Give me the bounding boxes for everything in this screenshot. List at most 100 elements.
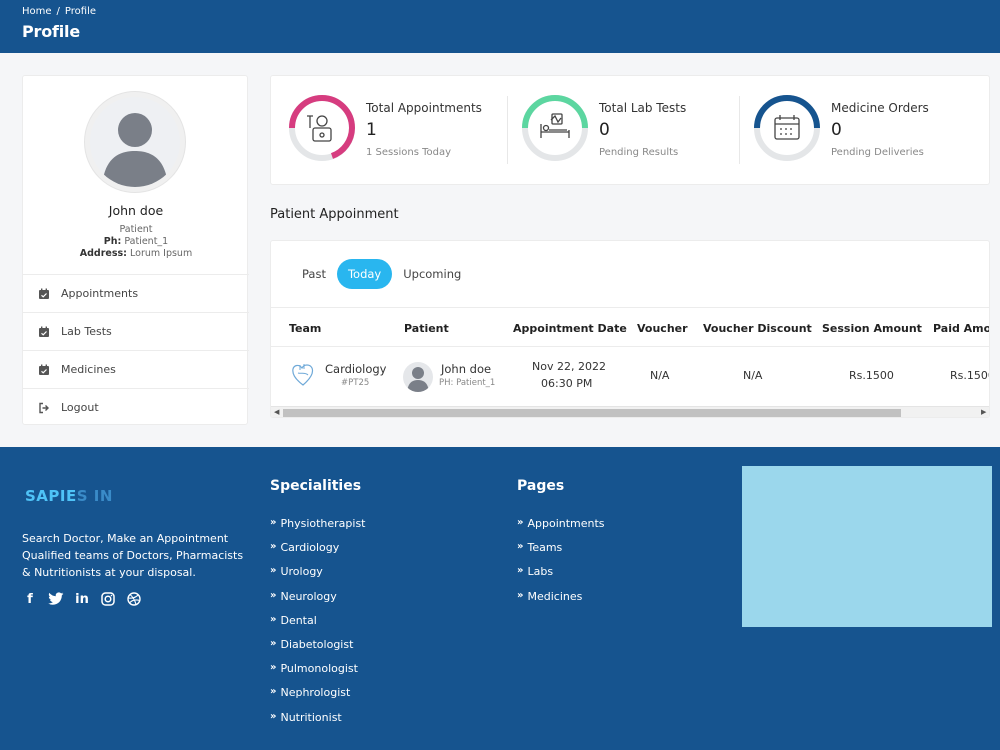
speciality-link[interactable]: » Nutritionist bbox=[270, 710, 342, 724]
double-chevron-icon: » bbox=[270, 589, 277, 601]
double-chevron-icon: » bbox=[517, 541, 524, 553]
page-link[interactable]: » Appointments bbox=[517, 517, 605, 530]
breadcrumb: Home / Profile bbox=[22, 6, 96, 17]
patient-phone: PH: Patient_1 bbox=[439, 378, 496, 388]
calendar-check-icon bbox=[39, 326, 49, 337]
appointments-card: Past Today Upcoming Team Patient Appoint… bbox=[270, 240, 990, 418]
double-chevron-icon: » bbox=[517, 565, 524, 577]
scroll-right-icon[interactable]: ▶ bbox=[981, 408, 987, 416]
scroll-left-icon[interactable]: ◀ bbox=[274, 408, 280, 416]
stat-sub: 1 Sessions Today bbox=[366, 147, 452, 158]
logo-text: SAPIE bbox=[25, 487, 77, 505]
patient-avatar bbox=[403, 362, 433, 392]
tab-today[interactable]: Today bbox=[336, 259, 393, 289]
social-links: f in bbox=[22, 592, 142, 608]
menu-label: Lab Tests bbox=[61, 325, 112, 338]
team-code: #PT25 bbox=[341, 378, 370, 388]
profile-role: Patient bbox=[119, 224, 153, 235]
scroll-thumb[interactable] bbox=[283, 409, 901, 417]
column-header[interactable]: Session Amount bbox=[822, 322, 922, 335]
page-link[interactable]: » Teams bbox=[517, 541, 563, 555]
table-row[interactable]: Cardiology #PT25 John doe PH: Patient_1 … bbox=[271, 347, 989, 407]
hospital-bed-icon bbox=[540, 113, 570, 138]
footer-tagline: Search Doctor, Make an Appointment Quali… bbox=[22, 532, 244, 579]
voucher: N/A bbox=[650, 369, 670, 382]
calendar-icon bbox=[774, 115, 800, 140]
speciality-link[interactable]: » Diabetologist bbox=[270, 637, 354, 651]
stat-value: 1 bbox=[366, 120, 377, 140]
breadcrumb-home[interactable]: Home bbox=[22, 6, 52, 17]
menu-item-logout[interactable]: Logout bbox=[23, 388, 249, 426]
linkedin-icon[interactable]: in bbox=[75, 592, 89, 607]
pages-list: » Appointments » Teams » Labs » Medicines bbox=[517, 517, 605, 614]
profile-card: John doe Patient Ph: Patient_1 Address: … bbox=[22, 75, 249, 426]
stat-sub: Pending Results bbox=[599, 147, 679, 158]
appointment-time: 06:30 PM bbox=[541, 377, 593, 390]
menu-item-medicines[interactable]: Medicines bbox=[23, 350, 249, 388]
stat-value: 0 bbox=[831, 120, 842, 140]
divider bbox=[739, 96, 740, 164]
speciality-link[interactable]: » Neurology bbox=[270, 589, 337, 603]
double-chevron-icon: » bbox=[270, 637, 277, 649]
column-header[interactable]: Paid Amou bbox=[933, 322, 989, 335]
tab-upcoming[interactable]: Upcoming bbox=[403, 267, 462, 281]
stat-value: 0 bbox=[599, 120, 610, 140]
specialities-title: Specialities bbox=[270, 478, 362, 494]
stat-label: Total Appointments bbox=[366, 101, 482, 115]
double-chevron-icon: » bbox=[270, 517, 277, 528]
page-title: Profile bbox=[22, 22, 80, 41]
logo[interactable]: SAPIES IN bbox=[25, 487, 113, 505]
double-chevron-icon: » bbox=[270, 565, 277, 577]
heart-anatomy-icon bbox=[292, 364, 314, 386]
map-embed[interactable] bbox=[742, 466, 992, 627]
column-header[interactable]: Team bbox=[289, 322, 322, 335]
patient-name: John doe bbox=[441, 362, 492, 376]
table-header: Team Patient Appointment Date Voucher Vo… bbox=[271, 307, 989, 347]
speciality-link[interactable]: » Dental bbox=[270, 613, 317, 627]
calendar-check-icon bbox=[39, 364, 49, 375]
address-label: Address: bbox=[79, 248, 127, 259]
page-link[interactable]: » Labs bbox=[517, 565, 554, 579]
instagram-icon[interactable] bbox=[100, 592, 116, 608]
tab-past[interactable]: Past bbox=[302, 267, 326, 281]
voucher-discount: N/A bbox=[743, 369, 763, 382]
stats-card: Total Appointments 1 1 Sessions Today To… bbox=[270, 75, 990, 185]
speciality-link[interactable]: » Physiotherapist bbox=[270, 517, 366, 530]
column-header[interactable]: Voucher bbox=[637, 322, 688, 335]
facebook-icon[interactable]: f bbox=[27, 592, 33, 607]
speciality-link[interactable]: » Pulmonologist bbox=[270, 662, 358, 676]
menu-item-lab-tests[interactable]: Lab Tests bbox=[23, 312, 249, 350]
paid-amount: Rs.1500 bbox=[950, 369, 989, 382]
divider bbox=[507, 96, 508, 164]
speciality-link[interactable]: » Cardiology bbox=[270, 541, 340, 555]
profile-phone: Ph: Patient_1 bbox=[23, 236, 249, 247]
profile-menu: Appointments Lab Tests Medicines Logout bbox=[23, 274, 249, 426]
appointment-date: Nov 22, 2022 bbox=[532, 360, 606, 373]
progress-ring bbox=[522, 95, 588, 161]
profile-name: John doe bbox=[108, 203, 164, 218]
progress-ring bbox=[754, 95, 820, 161]
speciality-link[interactable]: » Urology bbox=[270, 565, 323, 579]
pages-title: Pages bbox=[517, 478, 565, 494]
speciality-link[interactable]: » Nephrologist bbox=[270, 686, 351, 700]
column-header[interactable]: Voucher Discount bbox=[703, 322, 812, 335]
dribbble-icon[interactable] bbox=[126, 592, 142, 608]
session-amount: Rs.1500 bbox=[849, 369, 894, 382]
page-link[interactable]: » Medicines bbox=[517, 589, 583, 603]
double-chevron-icon: » bbox=[270, 662, 277, 674]
avatar bbox=[85, 92, 185, 192]
section-title: Patient Appoinment bbox=[270, 207, 399, 222]
horizontal-scrollbar[interactable]: ◀ ▶ bbox=[271, 406, 989, 417]
double-chevron-icon: » bbox=[270, 541, 277, 553]
double-chevron-icon: » bbox=[517, 517, 524, 528]
column-header[interactable]: Appointment Date bbox=[513, 322, 627, 335]
double-chevron-icon: » bbox=[270, 710, 277, 722]
double-chevron-icon: » bbox=[270, 686, 277, 698]
column-header[interactable]: Patient bbox=[404, 322, 449, 335]
twitter-icon[interactable] bbox=[48, 592, 64, 608]
phone-label: Ph: bbox=[103, 236, 122, 247]
breadcrumb-separator: / bbox=[56, 6, 60, 17]
stat-label: Total Lab Tests bbox=[599, 101, 687, 115]
appointment-tabs: Past Today Upcoming bbox=[291, 259, 472, 289]
menu-item-appointments[interactable]: Appointments bbox=[23, 274, 249, 312]
